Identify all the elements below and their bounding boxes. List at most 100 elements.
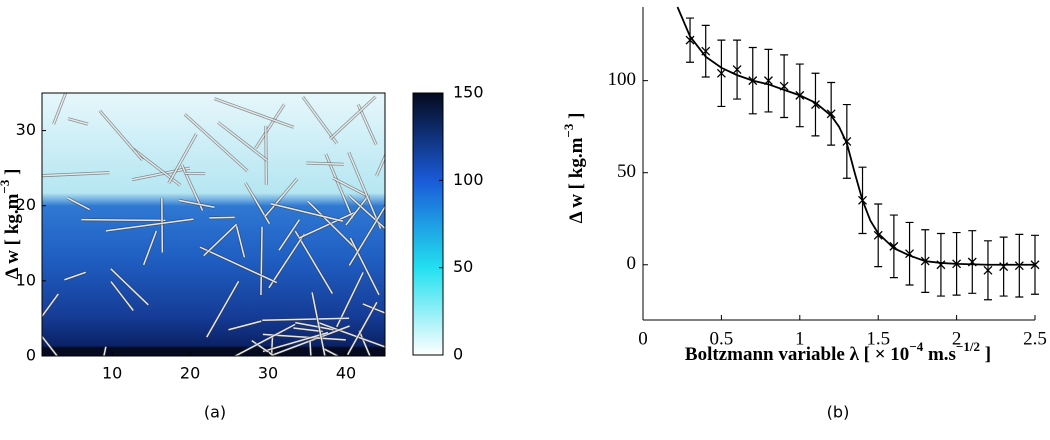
colorbar-tick-label: 0 xyxy=(453,345,463,364)
x-tick-label: 10 xyxy=(102,364,122,383)
caption: (b) xyxy=(827,403,850,422)
fibre xyxy=(260,226,263,296)
y-tick-label: 50 xyxy=(617,161,636,182)
fibre xyxy=(375,154,385,177)
x-axis-label-part: m.s xyxy=(923,344,956,365)
x-tick-label: 30 xyxy=(258,364,278,383)
y-tick-label: 100 xyxy=(608,69,637,90)
fibre xyxy=(346,301,378,356)
fit-line xyxy=(676,6,1035,266)
fibre xyxy=(110,268,149,306)
fibre xyxy=(332,177,370,198)
fibre xyxy=(203,223,238,257)
fibre xyxy=(52,93,67,125)
fibre xyxy=(322,347,340,356)
x-tick-label: 20 xyxy=(180,364,200,383)
x-axis-label: Boltzmann variable λ [ × 10−4 m.s−1/2 ] xyxy=(685,339,991,365)
x-axis-label-part: Boltzmann variable λ [ × 10 xyxy=(685,344,909,365)
fibres xyxy=(42,93,385,356)
x-axis-label-part: ] xyxy=(980,344,991,365)
fibre xyxy=(348,194,385,229)
caption: (a) xyxy=(204,403,226,422)
fibre xyxy=(270,334,274,356)
fibre xyxy=(348,205,385,266)
y-axis-label-part: Δ w [ kg.m xyxy=(2,193,23,279)
fibre xyxy=(307,200,359,252)
fibre xyxy=(264,178,298,217)
fibre xyxy=(214,97,294,129)
image xyxy=(42,93,385,356)
fibre xyxy=(298,210,358,239)
y-tick-label: 0 xyxy=(26,346,36,365)
marker xyxy=(826,109,836,119)
fibre xyxy=(42,335,59,356)
fibre xyxy=(105,218,194,232)
fibre xyxy=(295,321,334,331)
fibre xyxy=(217,121,268,162)
fibre xyxy=(168,133,197,184)
fibre xyxy=(233,323,296,356)
fibre xyxy=(228,320,262,331)
y-tick-label: 0 xyxy=(627,253,637,274)
y-axis-label-part: ] xyxy=(566,113,587,124)
fibre xyxy=(270,203,344,222)
fibre xyxy=(184,113,248,172)
colorbar xyxy=(412,92,444,356)
marker xyxy=(983,265,993,275)
x-axis-label-part: −1/2 xyxy=(956,339,980,354)
fibre xyxy=(309,340,312,356)
fibre xyxy=(306,162,344,165)
x-axis-label-part: −4 xyxy=(909,339,923,354)
y-axis-label-part: −3 xyxy=(0,179,12,193)
y-axis-label-part: −3 xyxy=(561,123,576,137)
fibre xyxy=(199,246,278,284)
y-tick-label: 20 xyxy=(16,195,36,214)
fibre xyxy=(348,152,382,229)
fibre xyxy=(42,171,110,177)
fibre xyxy=(42,293,59,318)
x-tick-label: 2 xyxy=(952,328,962,349)
fibre xyxy=(161,197,164,253)
x-tick-label: 40 xyxy=(336,364,356,383)
fibre xyxy=(235,224,246,258)
fibre xyxy=(81,218,166,222)
y-axis-label-part: Δ w [ kg.m xyxy=(566,137,587,223)
marker xyxy=(732,65,742,75)
fibre xyxy=(262,331,329,353)
y-axis-label: Δ w [ kg.m−3 ] xyxy=(561,113,587,224)
fibre xyxy=(329,96,377,140)
fibre xyxy=(251,340,276,356)
fibre xyxy=(131,167,191,181)
x-tick-label: 0.5 xyxy=(710,328,734,349)
marker xyxy=(1014,261,1024,271)
fibre xyxy=(99,110,143,161)
fibre xyxy=(66,197,91,211)
x-tick-label: 0 xyxy=(638,328,648,349)
x-tick-label: 1.5 xyxy=(866,328,890,349)
fibre xyxy=(244,182,271,225)
marker xyxy=(685,35,695,45)
x-tick-label: 1 xyxy=(795,328,805,349)
colorbar-tick-label: 100 xyxy=(453,170,484,189)
y-axis-label-part: ] xyxy=(2,169,23,180)
x-tick-label: 2.5 xyxy=(1023,328,1047,349)
fibre xyxy=(142,230,158,266)
frame xyxy=(41,92,386,357)
fibre xyxy=(317,321,385,348)
fibre xyxy=(311,292,326,356)
y-axis-label: Δ w [ kg.m−3 ] xyxy=(0,169,23,280)
fibre xyxy=(294,230,334,294)
y-tick-label: 30 xyxy=(16,120,36,139)
fibre xyxy=(349,237,380,296)
fibre xyxy=(254,103,285,149)
fibre xyxy=(64,271,87,281)
fibre xyxy=(293,327,323,333)
marker xyxy=(873,230,883,240)
fibre xyxy=(362,303,385,314)
fibre xyxy=(110,281,134,311)
colorbar-tick-label: 50 xyxy=(453,257,473,276)
fibre xyxy=(268,233,305,289)
marker xyxy=(716,68,726,78)
colorbar-tick-label: 150 xyxy=(453,83,484,102)
